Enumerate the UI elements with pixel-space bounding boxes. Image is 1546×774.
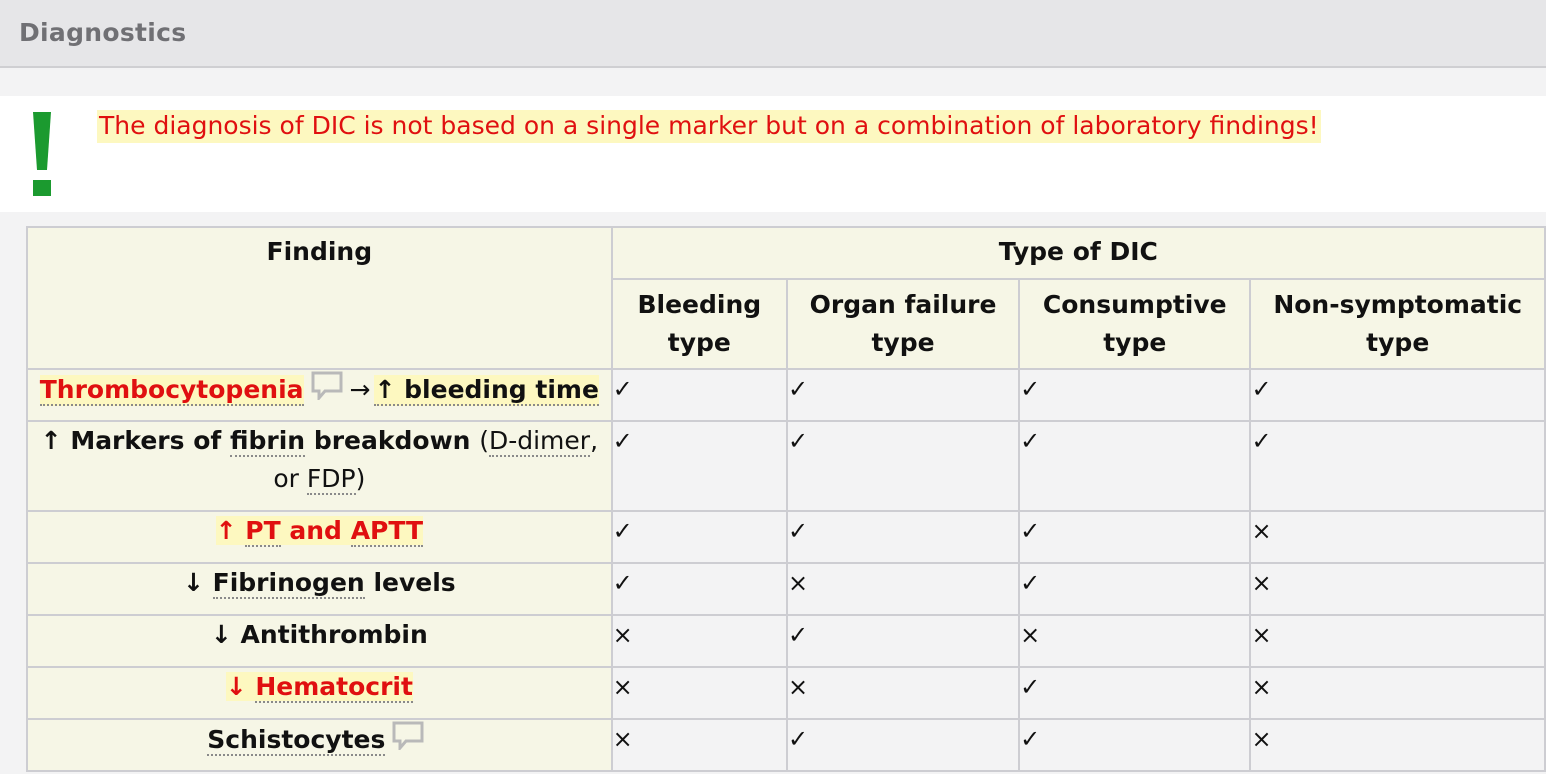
cell-organ-failure: ✓ <box>785 614 1021 668</box>
cell-bleeding: × <box>610 666 788 720</box>
finding-header: Finding <box>26 226 613 370</box>
pt-link[interactable]: PT <box>245 516 281 547</box>
cell-organ-failure: × <box>785 562 1021 616</box>
cell-consumptive: ✓ <box>1018 510 1252 564</box>
cell-consumptive: ✓ <box>1018 666 1252 720</box>
section-header[interactable]: Diagnostics <box>0 0 1546 68</box>
comment-icon[interactable] <box>310 370 344 411</box>
table-row: ↓ Hematocrit × × ✓ × <box>26 666 1546 720</box>
cell-organ-failure: ✓ <box>785 368 1021 422</box>
cell-bleeding: ✓ <box>610 562 788 616</box>
alert-box: The diagnosis of DIC is not based on a s… <box>0 96 1546 212</box>
cell-non-symptomatic: × <box>1249 718 1546 772</box>
alert-text: The diagnosis of DIC is not based on a s… <box>97 110 1321 143</box>
type-non-symptomatic-header: Non-symptomatic type <box>1249 278 1546 370</box>
section-title: Diagnostics <box>19 18 187 47</box>
finding-cell: ↓ Antithrombin <box>26 614 613 668</box>
cell-consumptive: ✓ <box>1018 368 1252 422</box>
cell-organ-failure: ✓ <box>785 420 1021 512</box>
cell-bleeding: ✓ <box>610 510 788 564</box>
cell-non-symptomatic: × <box>1249 562 1546 616</box>
cell-organ-failure: ✓ <box>785 718 1021 772</box>
cell-organ-failure: × <box>785 666 1021 720</box>
table-row: Schistocytes × ✓ ✓ × <box>26 718 1546 772</box>
type-header: Type of DIC <box>610 226 1546 280</box>
table-row: ↓ Fibrinogen levels ✓ × ✓ × <box>26 562 1546 616</box>
hematocrit-link[interactable]: Hematocrit <box>255 672 413 703</box>
cell-consumptive: ✓ <box>1018 718 1252 772</box>
table-row: Thrombocytopenia → ↑ bleeding time ✓ ✓ ✓ ✓ <box>26 368 1546 422</box>
fibrinogen-link[interactable]: Fibrinogen <box>212 568 365 599</box>
type-bleeding-header: Bleeding type <box>610 278 788 370</box>
fdp-link[interactable]: FDP <box>306 464 356 495</box>
table-row: ↑ Markers of fibrin breakdown (D-dimer, o… <box>26 420 1546 512</box>
finding-cell: Schistocytes <box>26 718 613 772</box>
thrombocytopenia-link[interactable]: Thrombocytopenia <box>39 374 304 406</box>
finding-cell: ↑ Markers of fibrin breakdown (D-dimer, o… <box>26 420 613 512</box>
table-row: ↓ Antithrombin × ✓ × × <box>26 614 1546 668</box>
antithrombin-label: Antithrombin <box>240 620 428 649</box>
type-consumptive-header: Consumptive type <box>1018 278 1252 370</box>
cell-bleeding: × <box>610 614 788 668</box>
cell-bleeding: ✓ <box>610 368 788 422</box>
bleeding-time-link[interactable]: ↑ bleeding time <box>374 374 599 406</box>
finding-cell: ↑ PT and APTT <box>26 510 613 564</box>
cell-bleeding: ✓ <box>610 420 788 512</box>
finding-cell: ↓ Hematocrit <box>26 666 613 720</box>
cell-consumptive: ✓ <box>1018 420 1252 512</box>
exclamation-icon <box>33 112 51 196</box>
fibrin-link[interactable]: fibrin <box>229 426 306 457</box>
type-organ-failure-header: Organ failure type <box>785 278 1021 370</box>
cell-non-symptomatic: × <box>1249 510 1546 564</box>
aptt-link[interactable]: APTT <box>350 516 424 547</box>
comment-icon[interactable] <box>391 720 425 761</box>
schistocytes-link[interactable]: Schistocytes <box>207 724 386 756</box>
cell-non-symptomatic: ✓ <box>1249 368 1546 422</box>
cell-bleeding: × <box>610 718 788 772</box>
cell-organ-failure: ✓ <box>785 510 1021 564</box>
cell-consumptive: ✓ <box>1018 562 1252 616</box>
finding-cell: Thrombocytopenia → ↑ bleeding time <box>26 368 613 422</box>
finding-cell: ↓ Fibrinogen levels <box>26 562 613 616</box>
cell-consumptive: × <box>1018 614 1252 668</box>
table-row: ↑ PT and APTT ✓ ✓ ✓ × <box>26 510 1546 564</box>
cell-non-symptomatic: × <box>1249 614 1546 668</box>
dic-types-table: Finding Type of DIC Bleeding type Organ f… <box>26 226 1546 772</box>
cell-non-symptomatic: ✓ <box>1249 420 1546 512</box>
d-dimer-link[interactable]: D-dimer <box>488 426 591 457</box>
cell-non-symptomatic: × <box>1249 666 1546 720</box>
